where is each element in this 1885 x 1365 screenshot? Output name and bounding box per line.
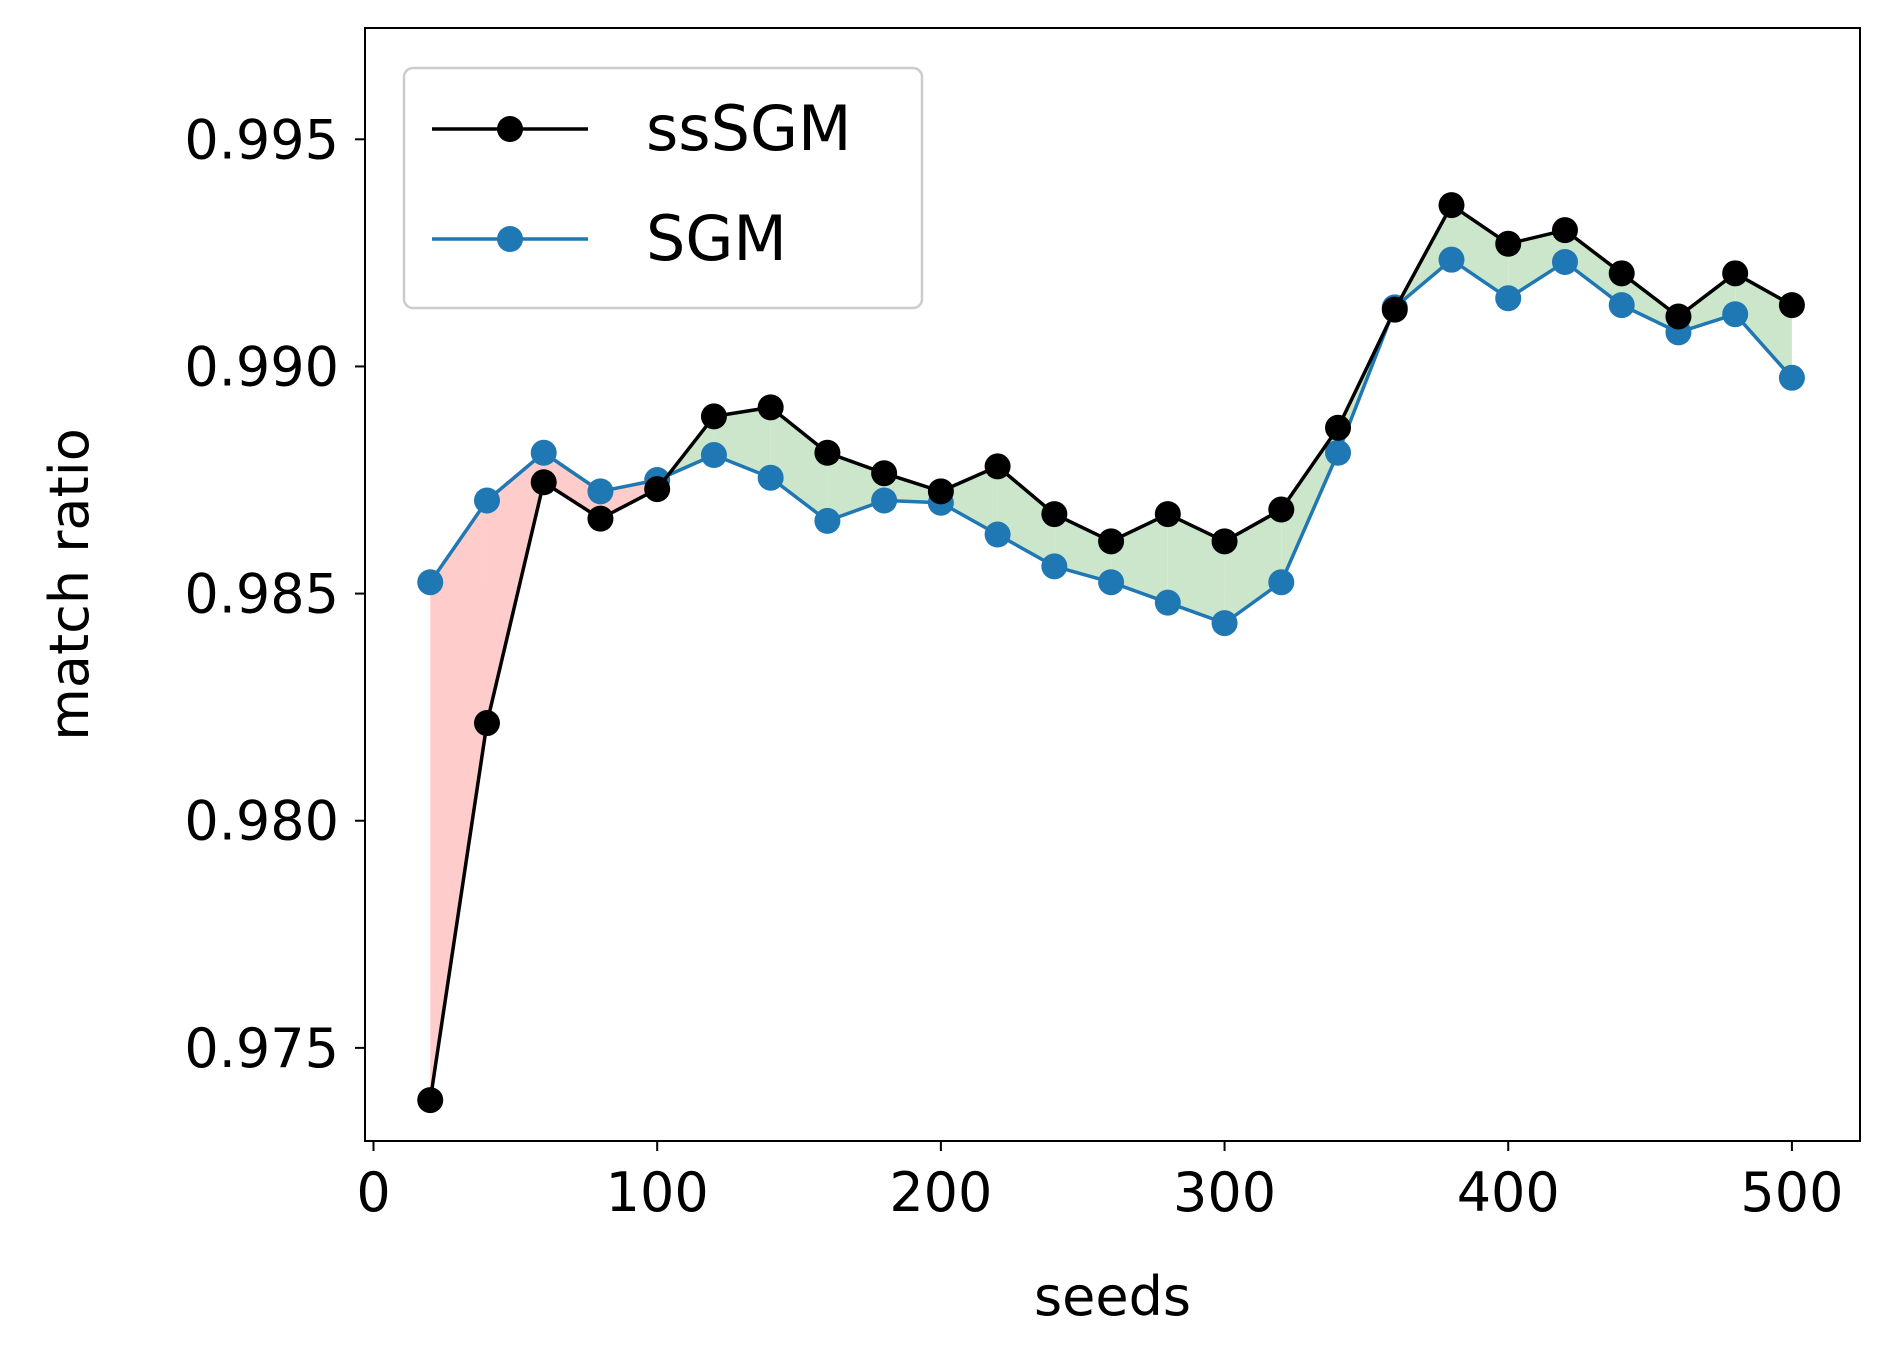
fill-region-below <box>543 452 601 519</box>
data-point-sgm <box>473 487 500 514</box>
fill-region-above <box>1224 509 1282 624</box>
x-tick-label: 100 <box>606 1161 709 1224</box>
y-tick-label: 0.980 <box>184 790 339 853</box>
fill-region-above <box>1735 273 1792 378</box>
data-point-sssgm <box>1041 501 1068 528</box>
data-point-sssgm <box>1325 414 1352 441</box>
x-axis-label: seeds <box>1034 1265 1191 1328</box>
data-point-sssgm <box>757 394 784 421</box>
y-tick-label: 0.975 <box>184 1017 339 1080</box>
data-point-sgm <box>700 442 727 469</box>
x-tick-label: 500 <box>1740 1161 1843 1224</box>
data-point-sgm <box>1154 589 1181 616</box>
fill-region-above <box>940 466 998 535</box>
data-point-sssgm <box>1778 292 1805 319</box>
data-point-sssgm <box>1211 528 1238 555</box>
data-point-sssgm <box>530 469 557 496</box>
data-point-sssgm <box>927 478 954 505</box>
data-point-sssgm <box>814 439 841 466</box>
data-point-sssgm <box>1381 296 1408 323</box>
x-tick-label: 0 <box>356 1161 390 1224</box>
fill-region-below <box>430 500 487 1101</box>
axes-layer: 0 100 200 300 400 500 0.975 0.980 0.985 0.990 0.99… <box>184 27 1861 1224</box>
data-point-sgm <box>984 521 1011 548</box>
fill-region-above <box>1451 205 1509 299</box>
data-point-sssgm <box>1665 303 1692 330</box>
data-point-sssgm <box>1438 192 1465 219</box>
data-point-sgm <box>871 487 898 514</box>
legend: ssSGM SGM <box>402 66 924 310</box>
y-tick-label: 0.995 <box>184 108 339 171</box>
fill-region-above <box>1508 230 1565 299</box>
data-point-sssgm <box>1268 496 1295 523</box>
data-point-sssgm <box>871 460 898 487</box>
data-point-sgm <box>1211 610 1238 637</box>
data-point-sgm <box>1495 285 1522 312</box>
data-point-sgm <box>1098 569 1125 596</box>
data-point-sssgm <box>1495 230 1522 257</box>
data-point-sssgm <box>1551 217 1578 244</box>
data-point-sgm <box>1268 569 1295 596</box>
fill-region-above <box>1564 230 1622 306</box>
data-point-sssgm <box>1608 260 1635 287</box>
data-point-sgm <box>1551 248 1578 275</box>
plot-frame <box>364 27 1861 1142</box>
data-point-sgm <box>1722 301 1749 328</box>
x-tick-label: 200 <box>889 1161 992 1224</box>
data-point-sgm <box>1041 553 1068 580</box>
data-point-sssgm <box>984 453 1011 480</box>
fill-region-above <box>884 473 941 503</box>
fill-region-above <box>1167 514 1225 624</box>
legend-label-sgm: SGM <box>646 202 787 275</box>
data-point-sgm <box>417 569 444 596</box>
data-point-sssgm <box>1154 501 1181 528</box>
legend-marker-sgm <box>497 226 523 252</box>
fill-region-above <box>1281 427 1339 583</box>
data-point-sgm <box>587 478 614 505</box>
fill-region-above <box>1621 273 1679 333</box>
data-point-sssgm <box>1722 260 1749 287</box>
data-point-sgm <box>530 439 557 466</box>
y-tick-label: 0.985 <box>184 563 339 626</box>
data-point-sssgm <box>587 505 614 532</box>
series-layer <box>417 192 1805 1114</box>
data-point-sgm <box>1608 292 1635 319</box>
data-point-sgm <box>1778 364 1805 391</box>
legend-label-sssgm: ssSGM <box>646 92 852 165</box>
x-tick-label: 400 <box>1457 1161 1560 1224</box>
data-point-sssgm <box>700 403 727 430</box>
x-tick-label: 300 <box>1173 1161 1276 1224</box>
fill-region-above <box>770 407 828 521</box>
data-point-sgm <box>1325 439 1352 466</box>
data-point-sgm <box>814 507 841 534</box>
data-point-sssgm <box>644 476 671 503</box>
y-tick-label: 0.990 <box>184 335 339 398</box>
legend-marker-sssgm <box>497 116 523 142</box>
data-point-sgm <box>757 464 784 491</box>
data-point-sssgm <box>417 1087 444 1114</box>
data-point-sssgm <box>1098 528 1125 555</box>
data-point-sssgm <box>473 710 500 737</box>
data-point-sgm <box>1438 246 1465 273</box>
y-axis-label: match ratio <box>38 428 101 740</box>
fill-region-above <box>1054 514 1112 583</box>
